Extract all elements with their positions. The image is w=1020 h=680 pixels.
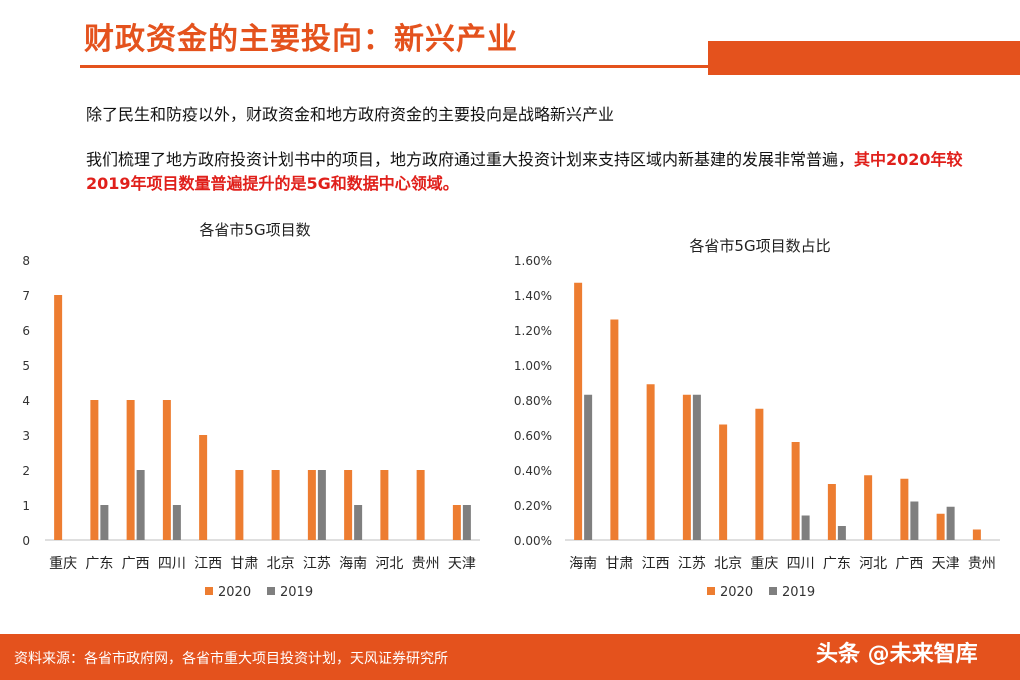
chart1-bar-2020 xyxy=(54,295,63,540)
chart2-category-label: 甘肃 xyxy=(605,556,633,572)
chart2-bar-2019 xyxy=(801,515,810,540)
chart1-category-label: 海南 xyxy=(339,556,367,572)
chart1-bar-2020 xyxy=(162,400,171,540)
chart1-bar-2020 xyxy=(199,435,208,540)
chart1-legend-swatch xyxy=(267,587,275,595)
chart2-ytick-label: 1.00% xyxy=(514,359,552,373)
chart1-category-label: 四川 xyxy=(158,556,186,572)
detail-paragraph: 我们梳理了地方政府投资计划书中的项目，地方政府通过重大投资计划来支持区域内新基建… xyxy=(86,148,966,196)
chart2-legend-swatch xyxy=(707,587,715,595)
chart1-ytick-label: 5 xyxy=(22,359,30,373)
chart1-category-label: 贵州 xyxy=(412,556,440,572)
chart2-legend-swatch xyxy=(769,587,777,595)
chart2-bar-2019 xyxy=(837,526,846,540)
chart1-ytick-label: 6 xyxy=(22,324,30,338)
source-note: 资料来源：各省市政府网，各省市重大项目投资计划，天风证券研究所 xyxy=(14,651,448,667)
chart1-bar-2020 xyxy=(90,400,99,540)
chart1-ytick-label: 0 xyxy=(22,534,30,548)
chart2-category-label: 贵州 xyxy=(968,556,996,572)
chart1-bar-2019 xyxy=(462,505,471,540)
chart1-bar-2019 xyxy=(172,505,181,540)
page-title: 财政资金的主要投向：新兴产业 xyxy=(84,22,518,57)
chart2-bar-2020 xyxy=(610,319,619,540)
chart2-bar-2020 xyxy=(719,424,728,540)
chart2-bar-2020 xyxy=(827,484,836,540)
watermark: 头条 @未来智库 xyxy=(816,642,978,667)
footer-bar xyxy=(0,634,1020,680)
chart2-bar-2020 xyxy=(900,478,909,540)
chart1-bar-2019 xyxy=(317,470,326,540)
charts-area: 各省市5G项目数012345678重庆 广东 广西 四川 江西 甘肃 北京 江苏 海南 河北 贵州天… xyxy=(22,221,1000,600)
chart2-category-label: 海南 xyxy=(569,556,597,572)
chart2-bar-2020 xyxy=(972,529,981,540)
chart2-category-label: 天津 xyxy=(932,556,960,572)
chart1-bar-2020 xyxy=(380,470,389,540)
chart2-legend-label: 2019 xyxy=(782,585,815,600)
title-underline xyxy=(80,65,710,68)
chart1-category-label: 河北 xyxy=(375,556,403,572)
chart2-ytick-label: 1.40% xyxy=(514,289,552,303)
chart2-category-label: 广东 xyxy=(823,556,851,572)
chart2-category-label: 河北 xyxy=(859,556,887,572)
chart1-ytick-label: 8 xyxy=(22,254,30,268)
chart1-ytick-label: 7 xyxy=(22,289,30,303)
chart1-legend-label: 2020 xyxy=(218,585,251,600)
chart1-bar-2019 xyxy=(136,470,145,540)
chart1-title: 各省市5G项目数 xyxy=(199,221,310,239)
chart1-ytick-label: 2 xyxy=(22,464,30,478)
chart2-ytick-label: 0.80% xyxy=(514,394,552,408)
chart2-bar-2020 xyxy=(682,394,691,540)
chart2-legend-label: 2020 xyxy=(720,585,753,600)
chart1-ytick-label: 1 xyxy=(22,499,30,513)
detail-highlight: 其中2020年较2019年项目数量普遍提升的是5G和数据中心领域。 xyxy=(86,150,963,193)
chart1-bar-2020 xyxy=(344,470,353,540)
chart2-bar-2019 xyxy=(692,394,701,540)
chart1-bar-2020 xyxy=(271,470,280,540)
chart2-ytick-label: 0.20% xyxy=(514,499,552,513)
chart1-category-label: 江西 xyxy=(194,556,222,572)
chart2-ytick-label: 0.00% xyxy=(514,534,552,548)
chart1-legend-label: 2019 xyxy=(280,585,313,600)
chart1-category-label: 广东 xyxy=(85,556,113,572)
chart1-category-label: 甘肃 xyxy=(230,556,258,572)
chart2-bar-2020 xyxy=(646,384,655,540)
chart2-title: 各省市5G项目数占比 xyxy=(689,237,830,255)
chart1-category-label: 江苏 xyxy=(303,556,331,572)
chart1-category-label: 广西 xyxy=(122,556,150,572)
chart1-category-label: 天津 xyxy=(448,556,476,572)
chart2-bar-2020 xyxy=(574,282,583,540)
chart2-category-label: 北京 xyxy=(714,556,742,572)
chart2-category-label: 重庆 xyxy=(750,556,778,572)
chart2-ytick-label: 1.60% xyxy=(514,254,552,268)
chart2-bar-2019 xyxy=(910,501,919,540)
chart2-ytick-label: 0.60% xyxy=(514,429,552,443)
chart1-bar-2020 xyxy=(235,470,244,540)
chart2-category-label: 江苏 xyxy=(678,556,706,572)
chart1-bar-2019 xyxy=(354,505,363,540)
intro-paragraph: 除了民生和防疫以外，财政资金和地方政府资金的主要投向是战略新兴产业 xyxy=(86,105,615,124)
chart1-legend-swatch xyxy=(205,587,213,595)
chart2-category-label: 四川 xyxy=(787,556,815,572)
chart1-bar-2020 xyxy=(452,505,461,540)
chart1-bar-2020 xyxy=(126,400,135,540)
title-accent-block xyxy=(708,41,1020,75)
chart2-ytick-label: 0.40% xyxy=(514,464,552,478)
chart2-ytick-label: 1.20% xyxy=(514,324,552,338)
chart2-bar-2020 xyxy=(936,513,945,540)
chart1-category-label: 北京 xyxy=(267,556,295,572)
chart1-bar-2019 xyxy=(100,505,109,540)
chart2-bar-2020 xyxy=(755,408,764,540)
chart1-bar-2020 xyxy=(307,470,316,540)
chart2-bar-2019 xyxy=(584,394,593,540)
chart1-ytick-label: 3 xyxy=(22,429,30,443)
chart2-bar-2020 xyxy=(791,442,800,540)
chart1-category-label: 重庆 xyxy=(49,556,77,572)
chart1-ytick-label: 4 xyxy=(22,394,30,408)
chart2-category-label: 广西 xyxy=(895,556,923,572)
chart2-category-label: 江西 xyxy=(642,556,670,572)
detail-text: 我们梳理了地方政府投资计划书中的项目，地方政府通过重大投资计划来支持区域内新基建… xyxy=(86,150,855,169)
chart2-bar-2020 xyxy=(864,475,873,540)
chart2-bar-2019 xyxy=(946,506,955,540)
chart1-bar-2020 xyxy=(416,470,425,540)
